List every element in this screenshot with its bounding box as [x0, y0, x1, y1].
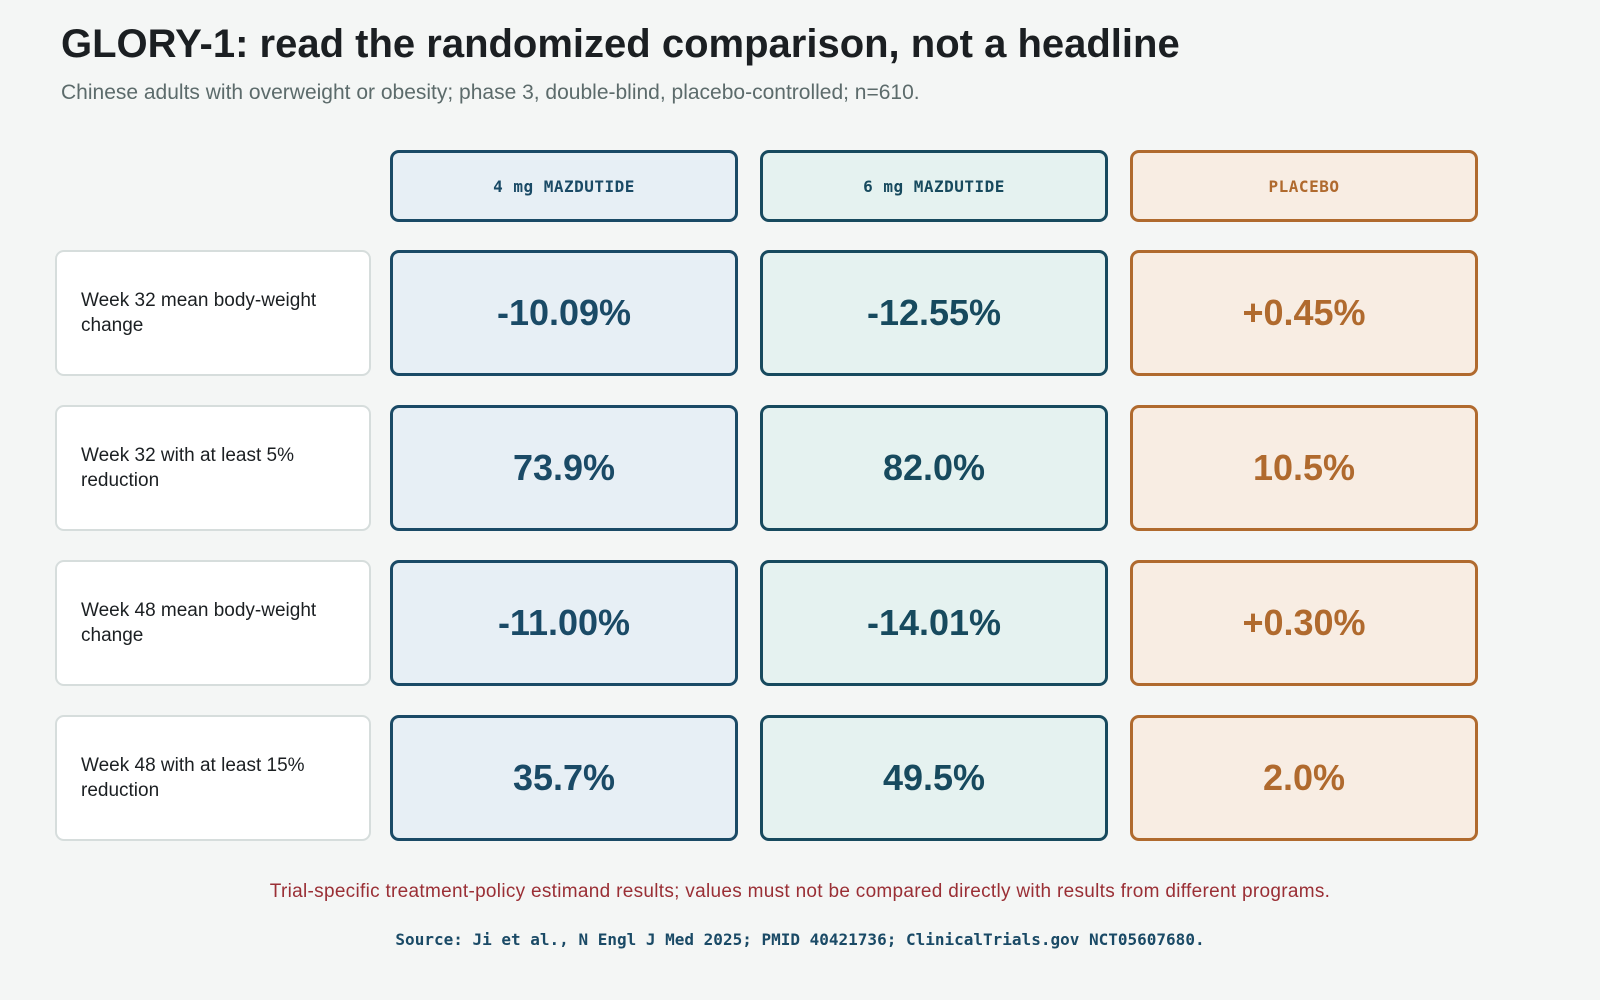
column-header-6mg: 6 mg MAZDUTIDE	[760, 150, 1108, 222]
value-cell-week32-mean-placebo: +0.45%	[1130, 250, 1478, 376]
column-header-4mg: 4 mg MAZDUTIDE	[390, 150, 738, 222]
value-cell-week48-15pct-4mg: 35.7%	[390, 715, 738, 841]
value-cell-week32-5pct-placebo: 10.5%	[1130, 405, 1478, 531]
value-cell-week32-5pct-6mg: 82.0%	[760, 405, 1108, 531]
value-cell-week32-5pct-4mg: 73.9%	[390, 405, 738, 531]
value-cell-week32-mean-4mg: -10.09%	[390, 250, 738, 376]
footnote-caution: Trial-specific treatment-policy estimand…	[269, 881, 1331, 902]
row-label-week32-mean: Week 32 mean body-weight change	[55, 250, 371, 376]
value-cell-week48-15pct-6mg: 49.5%	[760, 715, 1108, 841]
row-label-week48-mean: Week 48 mean body-weight change	[55, 560, 371, 686]
value-cell-week48-mean-placebo: +0.30%	[1130, 560, 1478, 686]
row-label-week32-5pct: Week 32 with at least 5% reduction	[55, 405, 371, 531]
value-cell-week48-15pct-placebo: 2.0%	[1130, 715, 1478, 841]
value-cell-week48-mean-6mg: -14.01%	[760, 560, 1108, 686]
source-citation: Source: Ji et al., N Engl J Med 2025; PM…	[395, 930, 1205, 949]
value-cell-week48-mean-4mg: -11.00%	[390, 560, 738, 686]
row-label-week48-15pct: Week 48 with at least 15% reduction	[55, 715, 371, 841]
page-title: GLORY-1: read the randomized comparison,…	[61, 22, 1180, 66]
page-subtitle: Chinese adults with overweight or obesit…	[61, 81, 920, 104]
value-cell-week32-mean-6mg: -12.55%	[760, 250, 1108, 376]
column-header-placebo: PLACEBO	[1130, 150, 1478, 222]
